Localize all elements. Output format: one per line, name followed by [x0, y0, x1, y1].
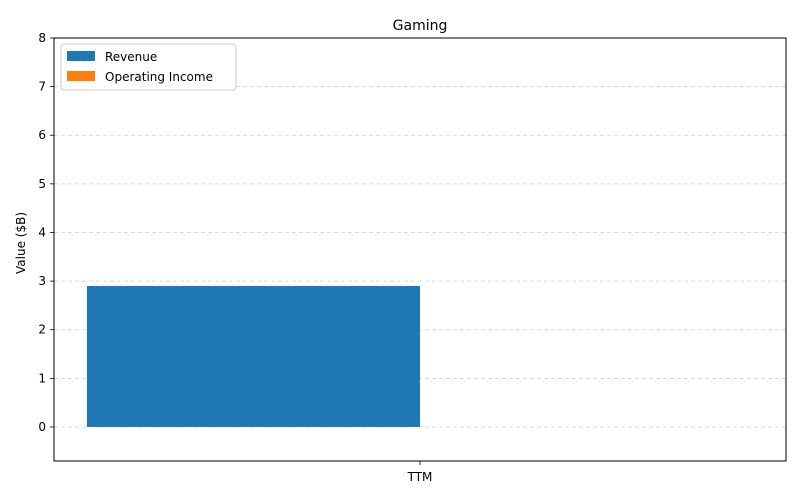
bars — [86, 285, 420, 427]
bar-revenue — [86, 285, 420, 427]
plot-frame — [53, 37, 787, 462]
y-tick-label: 5 — [38, 177, 46, 191]
legend-label-revenue: Revenue — [105, 50, 157, 64]
y-tick-label: 4 — [38, 225, 46, 239]
legend: Revenue Operating Income — [60, 43, 237, 91]
y-axis-label: Value ($B) — [14, 212, 28, 274]
y-tick-label: 0 — [38, 420, 46, 434]
y-tick-label: 8 — [38, 31, 46, 45]
y-tick-label: 7 — [38, 80, 46, 94]
legend-label-operating-income: Operating Income — [105, 70, 213, 84]
legend-swatch-operating-income — [67, 71, 95, 81]
ticks: 0 1 2 3 4 5 6 7 8 TTM — [38, 31, 432, 484]
y-tick-label: 6 — [38, 128, 46, 142]
x-tick-label: TTM — [407, 470, 433, 484]
legend-swatch-revenue — [67, 51, 95, 61]
y-tick-label: 3 — [38, 274, 46, 288]
chart-title: Gaming — [393, 18, 448, 34]
y-tick-label: 1 — [38, 371, 46, 385]
legend-box — [60, 43, 237, 91]
y-tick-label: 2 — [38, 323, 46, 337]
